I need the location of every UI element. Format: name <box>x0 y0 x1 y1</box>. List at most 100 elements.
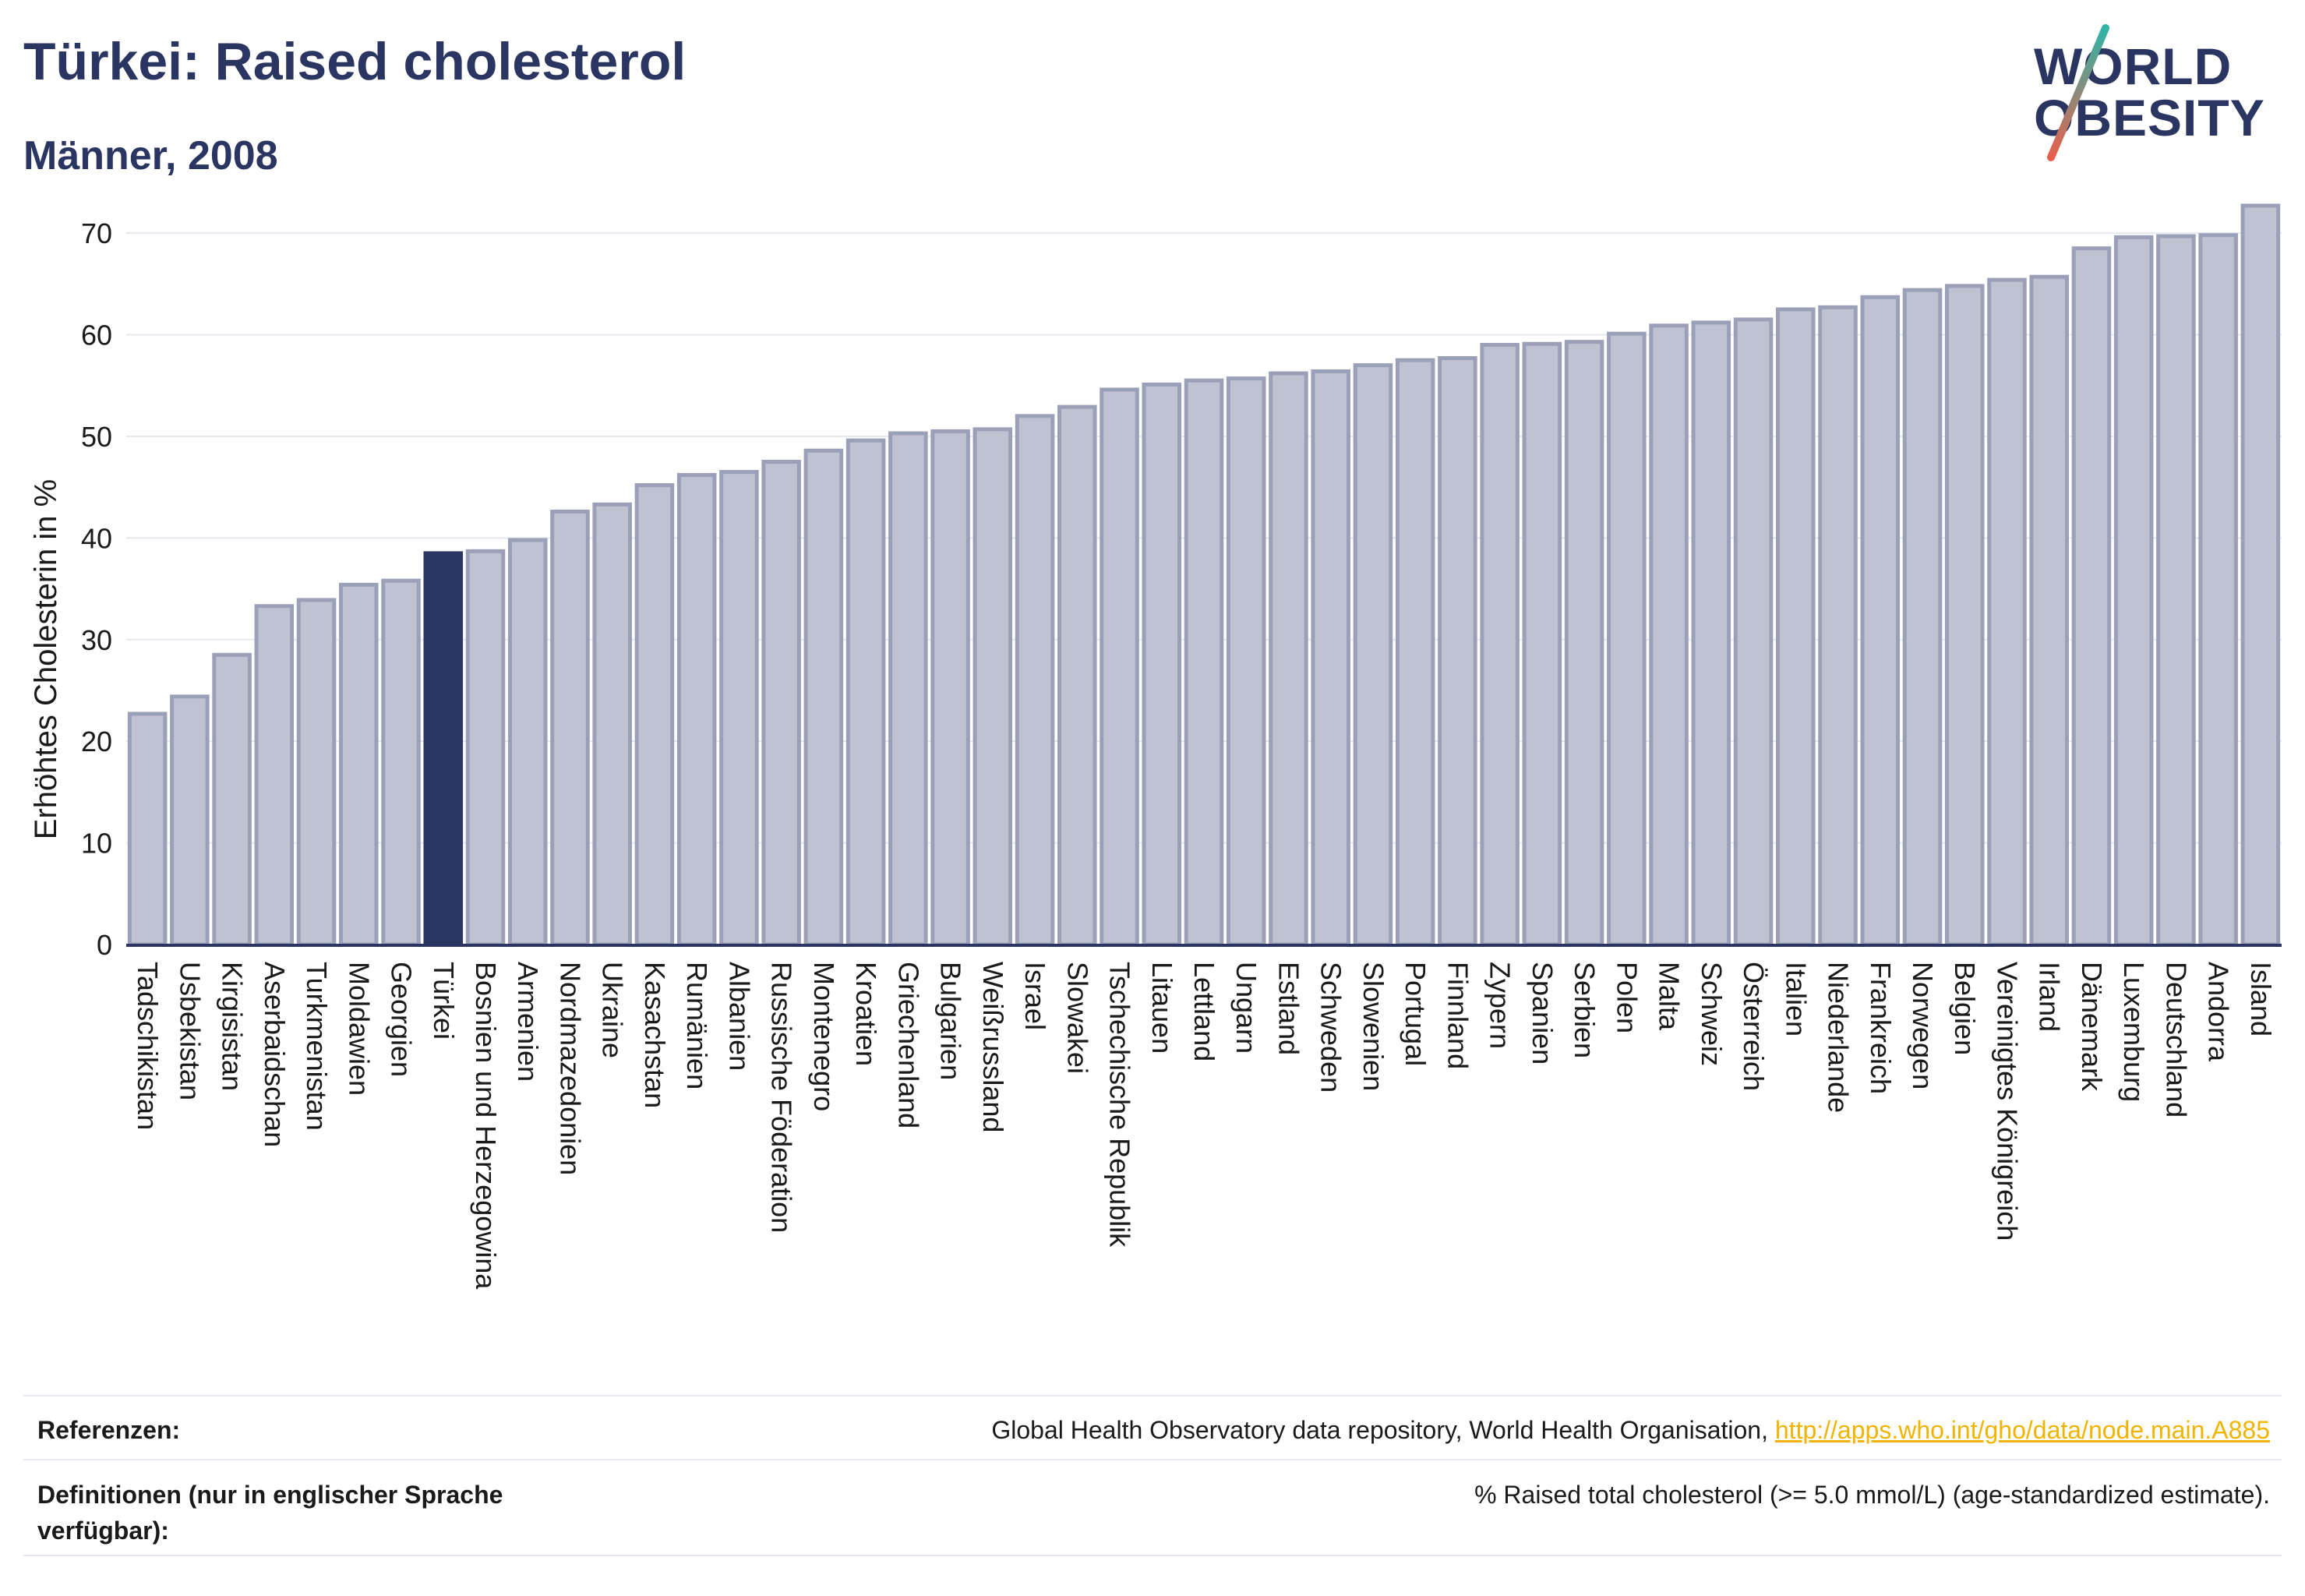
bar-frankreich <box>1860 295 1901 947</box>
x-tick-label: Belgien <box>1949 962 1981 1055</box>
x-tick-label: Frankreich <box>1865 962 1897 1094</box>
x-tick-label: Türkei <box>428 962 460 1040</box>
x-tick-label: Schweiz <box>1696 962 1728 1066</box>
x-tick-label: Lettland <box>1188 962 1220 1061</box>
bar-finnland <box>1438 356 1477 947</box>
bar-moldawien <box>339 582 379 947</box>
y-tick-label: 30 <box>81 624 112 656</box>
x-tick-label: Kirgisistan <box>217 962 249 1091</box>
x-tick-label: Schweden <box>1315 962 1347 1093</box>
y-tick-label: 20 <box>81 726 112 757</box>
x-tick-label: Vereinigtes Königreich <box>1991 962 2023 1241</box>
bar-ukraine <box>592 502 632 947</box>
bar-nordmazedonien <box>550 509 590 947</box>
x-tick-label: Ukraine <box>597 962 629 1058</box>
x-tick-label: Kasachstan <box>639 962 671 1108</box>
x-tick-label: Weißrussland <box>977 962 1009 1132</box>
bar-vereinigtes-königreich <box>1987 277 2027 947</box>
bar-dänemark <box>2071 246 2112 947</box>
bar-chart: 0 10 20 30 40 50 60 70 Tadschikistan Usbekistan K… <box>29 203 2282 1290</box>
x-tick-label: Serbien <box>1569 962 1601 1058</box>
x-tick-label: Bosnien und Herzegowina <box>470 962 502 1290</box>
bar-schweiz <box>1691 320 1731 947</box>
footer-divider-top <box>23 1395 2282 1396</box>
x-tick-label: Österreich <box>1738 962 1770 1091</box>
bar-tschechische-republik <box>1100 387 1139 947</box>
x-tick-label: Malta <box>1654 962 1686 1031</box>
x-tick-label: Slowakei <box>1061 962 1093 1074</box>
bar-slowakei <box>1057 404 1097 947</box>
logo-slash-icon <box>2047 24 2109 161</box>
y-tick-label: 70 <box>81 217 112 249</box>
bar-armenien <box>507 538 548 947</box>
bar-island <box>2240 203 2281 947</box>
footer-divider-middle <box>23 1459 2282 1460</box>
x-tick-label: Portugal <box>1400 962 1431 1066</box>
references-link[interactable]: http://apps.who.int/gho/data/node.main.A… <box>1774 1416 2270 1444</box>
x-tick-label: Nordmazedonien <box>554 962 586 1175</box>
bar-serbien <box>1564 340 1604 947</box>
x-tick-label: Italien <box>1780 962 1812 1036</box>
chart-title: Türkei: Raised cholesterol <box>23 32 687 91</box>
x-tick-label: Albanien <box>723 962 755 1071</box>
bar-belgien <box>1944 284 1985 947</box>
bar-norwegen <box>1902 288 1943 947</box>
y-axis-label: Erhöhtes Cholesterin in % <box>29 479 63 839</box>
y-tick-label: 60 <box>81 320 112 351</box>
bar-estland <box>1269 371 1308 947</box>
bar-montenegro <box>803 448 844 947</box>
y-tick-label: 10 <box>81 828 112 860</box>
bar-kasachstan <box>634 483 675 947</box>
bar-österreich <box>1733 317 1774 947</box>
bar-turkmenistan <box>296 598 337 947</box>
x-tick-label: Turkmenistan <box>301 962 333 1131</box>
x-tick-label: Georgien <box>386 962 418 1077</box>
x-tick-label: Spanien <box>1527 962 1558 1065</box>
bar-rumänien <box>676 473 717 947</box>
x-axis-labels: Tadschikistan Usbekistan Kirgisistan Aserba… <box>132 962 2277 1290</box>
bar-griechenland <box>888 431 928 947</box>
x-tick-label: Montenegro <box>808 962 840 1111</box>
logo-word-world: WORLD <box>2034 37 2233 95</box>
x-tick-label: Estland <box>1273 962 1304 1055</box>
bar-georgien <box>381 578 421 947</box>
bar-zypern <box>1480 343 1520 947</box>
bar-weißrussland <box>972 427 1013 947</box>
x-tick-label: Aserbaidschan <box>259 962 291 1147</box>
x-tick-label: Dänemark <box>2076 962 2108 1092</box>
x-tick-label: Russische Föderation <box>766 962 798 1233</box>
bar-kirgisistan <box>212 652 252 947</box>
bar-usbekistan <box>170 694 210 947</box>
x-tick-label: Israel <box>1019 962 1051 1030</box>
bar-türkei <box>423 551 464 947</box>
bar-bosnien-und-herzegowina <box>465 549 506 947</box>
bar-luxemburg <box>2113 235 2154 947</box>
bar-niederlande <box>1818 305 1858 947</box>
bar-spanien <box>1522 341 1562 947</box>
x-tick-label: Irland <box>2034 962 2066 1032</box>
bar-albanien <box>719 470 759 947</box>
x-tick-label: Litauen <box>1146 962 1178 1054</box>
x-tick-label: Ungarn <box>1230 962 1262 1054</box>
bar-portugal <box>1395 358 1435 947</box>
x-tick-label: Luxemburg <box>2118 962 2150 1102</box>
definitions-label: Definitionen (nur in englischer Sprache … <box>37 1481 503 1545</box>
bars <box>127 203 2281 947</box>
x-tick-label: Rumänien <box>681 962 713 1089</box>
footer-divider-bottom <box>23 1555 2282 1556</box>
y-tick-label: 50 <box>81 421 112 453</box>
bar-tadschikistan <box>127 711 168 947</box>
bar-ungarn <box>1226 376 1266 947</box>
bar-deutschland <box>2156 234 2196 947</box>
x-tick-label: Andorra <box>2203 962 2235 1062</box>
definitions-value: % Raised total cholesterol (>= 5.0 mmol/… <box>1474 1481 2270 1509</box>
x-tick-label: Tadschikistan <box>132 962 164 1130</box>
x-tick-label: Island <box>2245 962 2277 1036</box>
bar-andorra <box>2198 233 2238 947</box>
y-axis-ticks: 0 10 20 30 40 50 60 70 <box>81 217 112 961</box>
y-tick-label: 0 <box>97 929 112 961</box>
bar-aserbaidschan <box>254 604 295 947</box>
bar-litauen <box>1142 382 1182 947</box>
references-text: Global Health Observatory data repositor… <box>991 1416 1775 1444</box>
bar-russische-föderation <box>761 460 801 947</box>
